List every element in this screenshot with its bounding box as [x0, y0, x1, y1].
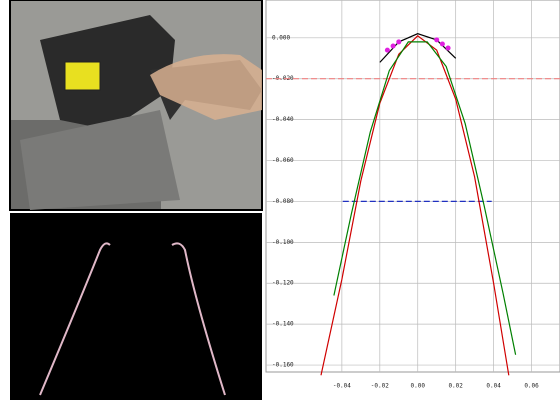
photo: [10, 0, 262, 210]
page: {"chart_data": {"type": "line", "xlim": …: [0, 0, 560, 400]
y-tick-label: -0.160: [272, 362, 294, 369]
x-tick-label: 0.00: [411, 383, 426, 390]
y-tick-label: -0.140: [272, 321, 294, 328]
plot-area: [266, 0, 560, 372]
x-tick-label: 0.02: [448, 383, 463, 390]
y-tick-label: -0.100: [272, 239, 294, 246]
y-tick-label: -0.080: [272, 198, 294, 205]
laser-image: [10, 213, 262, 400]
marker: [440, 41, 445, 46]
x-tick-label: 0.06: [524, 383, 539, 390]
x-tick-label: 0.04: [486, 383, 501, 390]
y-tick-label: -0.120: [272, 280, 294, 287]
marker: [391, 44, 396, 49]
y-tick-label: -0.040: [272, 116, 294, 123]
x-tick-label: -0.04: [333, 383, 351, 390]
y-tick-label: 0.000: [272, 34, 290, 41]
screen: 0.000-0.020-0.040-0.060-0.080-0.100-0.12…: [0, 0, 560, 400]
marker: [434, 37, 439, 42]
marker: [396, 39, 401, 44]
marker: [385, 48, 390, 53]
marker: [446, 46, 451, 51]
x-tick-label: -0.02: [371, 383, 389, 390]
y-tick-label: -0.060: [272, 157, 294, 164]
